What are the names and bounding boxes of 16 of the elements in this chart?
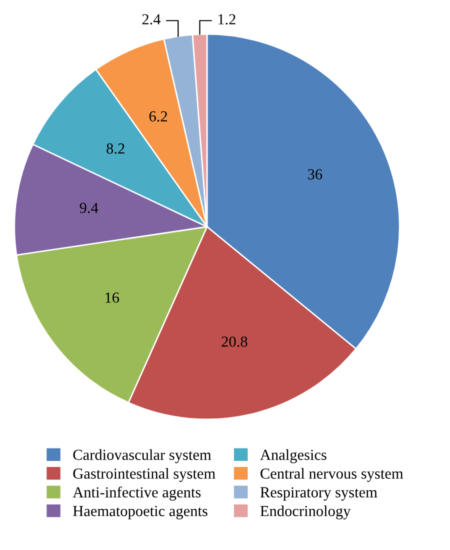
legend-label: Gastrointestinal system — [73, 468, 216, 482]
legend-label: Cardiovascular system — [73, 449, 212, 464]
legend-label: Haematopoetic agents — [73, 506, 208, 520]
legend-label: Anti-infective agents — [72, 486, 201, 501]
data-label: 6.2 — [149, 111, 167, 122]
data-label: 20.8 — [222, 336, 248, 347]
data-label: 16 — [106, 292, 120, 303]
legend-label: Respiratory system — [260, 487, 378, 501]
data-label: 8.2 — [106, 143, 124, 154]
legend-label: Analgesics — [260, 449, 326, 464]
data-label: 36 — [308, 169, 322, 180]
legend-label: Endocrinology — [260, 505, 351, 520]
data-label: 9.4 — [80, 202, 98, 214]
data-label: 1.2 — [218, 14, 236, 25]
legend-label: Central nervous system — [260, 468, 404, 482]
data-label: 2.4 — [142, 14, 161, 25]
